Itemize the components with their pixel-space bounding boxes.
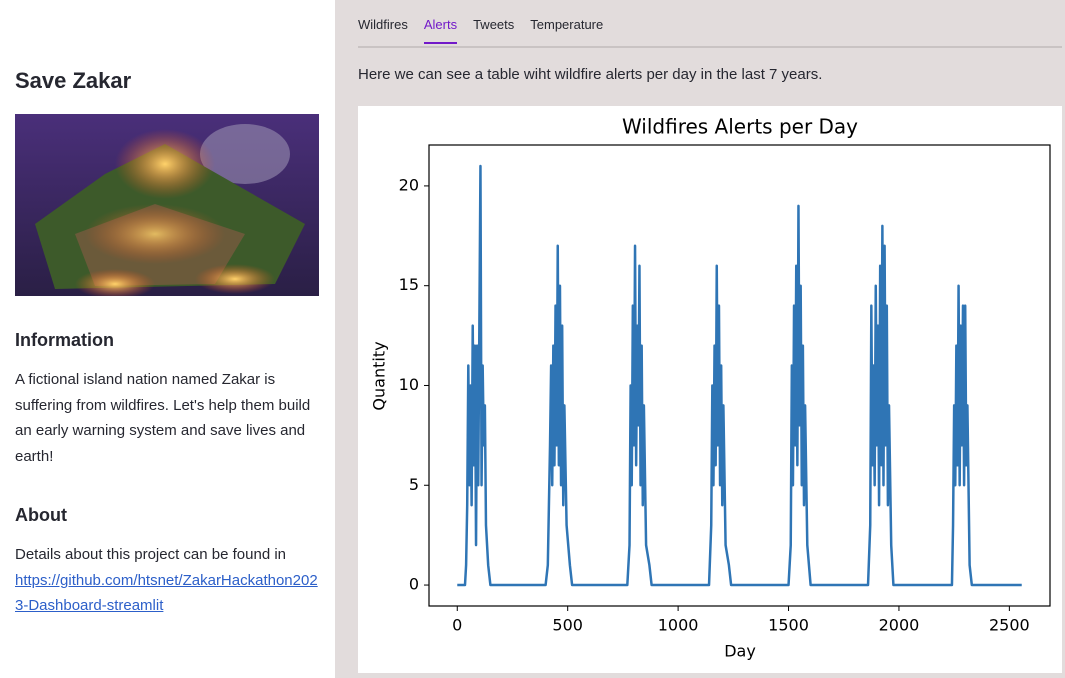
tab[interactable]: Temperature xyxy=(530,17,604,32)
x-tick-label: 2000 xyxy=(879,616,920,635)
y-tick-label: 10 xyxy=(399,375,419,394)
repo-link[interactable]: https://github.com/htsnet/ZakarHackathon… xyxy=(15,571,318,615)
tab[interactable]: Tweets xyxy=(473,17,515,32)
tab[interactable]: Wildfires xyxy=(358,17,408,32)
section-heading: Information xyxy=(15,330,114,350)
main: Wildfires Alerts Tweets Temperature Here we… xyxy=(335,0,1065,678)
plot-frame xyxy=(428,144,1051,607)
y-tick-label: 5 xyxy=(409,475,419,494)
chart: Wildfires Alerts per Day Day Quantity 0 5… xyxy=(358,106,1062,673)
x-tick-label: 1000 xyxy=(658,616,699,635)
x-tick-label: 2500 xyxy=(989,616,1030,635)
y-tick-label: 0 xyxy=(409,575,419,594)
y-tick-label: 20 xyxy=(399,175,419,194)
line xyxy=(457,164,1022,587)
chart-title: Wildfires Alerts per Day xyxy=(622,115,858,139)
island-image xyxy=(15,114,319,296)
x-tick-label: 0 xyxy=(452,616,462,635)
y-axis-label: Quantity xyxy=(370,341,389,410)
tab[interactable]: Alerts xyxy=(423,17,458,44)
x-tick-label: 500 xyxy=(552,616,583,635)
y-tick-label: 15 xyxy=(399,275,419,294)
x-tick-label: 1500 xyxy=(768,616,809,635)
tab-bar: Wildfires Alerts Tweets Temperature xyxy=(358,17,603,44)
tab-divider xyxy=(358,46,1062,48)
app-title: Save Zakar xyxy=(15,68,132,93)
section-text: Details about this project can be found … xyxy=(15,542,320,619)
about-text: Details about this project can be found … xyxy=(15,546,287,563)
x-axis-label: Day xyxy=(724,642,756,661)
section-text: A fictional island nation named Zakar is… xyxy=(15,371,311,465)
description: Here we can see a table wiht wildfire al… xyxy=(358,66,823,83)
section-heading: About xyxy=(15,505,67,525)
sidebar: Save Zakar Information A fictional islan… xyxy=(0,0,335,678)
